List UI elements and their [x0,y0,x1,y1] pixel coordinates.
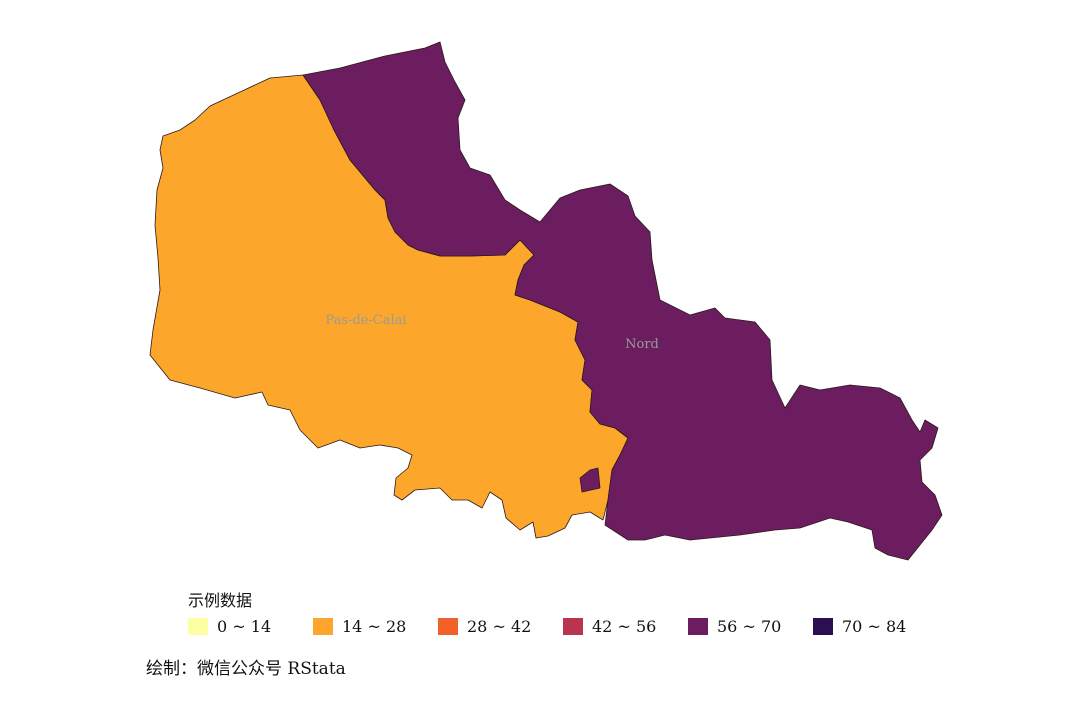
legend-item: 56 ~ 70 [688,617,813,636]
legend: 示例数据 0 ~ 14 14 ~ 28 28 ~ 42 42 ~ 56 56 ~… [188,587,938,636]
legend-item: 42 ~ 56 [563,617,688,636]
caption: 绘制：微信公众号 RStata [146,659,346,679]
legend-swatch [563,618,583,635]
region-nord-enclave[interactable] [579,467,601,493]
region-label-pas-de-calais: Pas-de-Calai [325,313,406,328]
legend-label: 56 ~ 70 [717,617,782,636]
legend-item: 28 ~ 42 [438,617,563,636]
region-nord[interactable] [302,41,943,561]
legend-swatch [813,618,833,635]
legend-title: 示例数据 [188,591,253,610]
legend-label: 70 ~ 84 [842,617,907,636]
legend-swatch [313,618,333,635]
legend-item: 14 ~ 28 [313,617,438,636]
region-label-nord: Nord [625,337,659,352]
legend-label: 28 ~ 42 [467,617,532,636]
legend-item: 70 ~ 84 [813,617,938,636]
legend-label: 14 ~ 28 [342,617,407,636]
legend-swatch [688,618,708,635]
legend-item: 0 ~ 14 [188,617,313,636]
legend-label: 0 ~ 14 [217,617,272,636]
legend-swatch [438,618,458,635]
legend-swatch [188,618,208,635]
legend-label: 42 ~ 56 [592,617,657,636]
legend-items: 0 ~ 14 14 ~ 28 28 ~ 42 42 ~ 56 56 ~ 70 7… [188,617,938,636]
